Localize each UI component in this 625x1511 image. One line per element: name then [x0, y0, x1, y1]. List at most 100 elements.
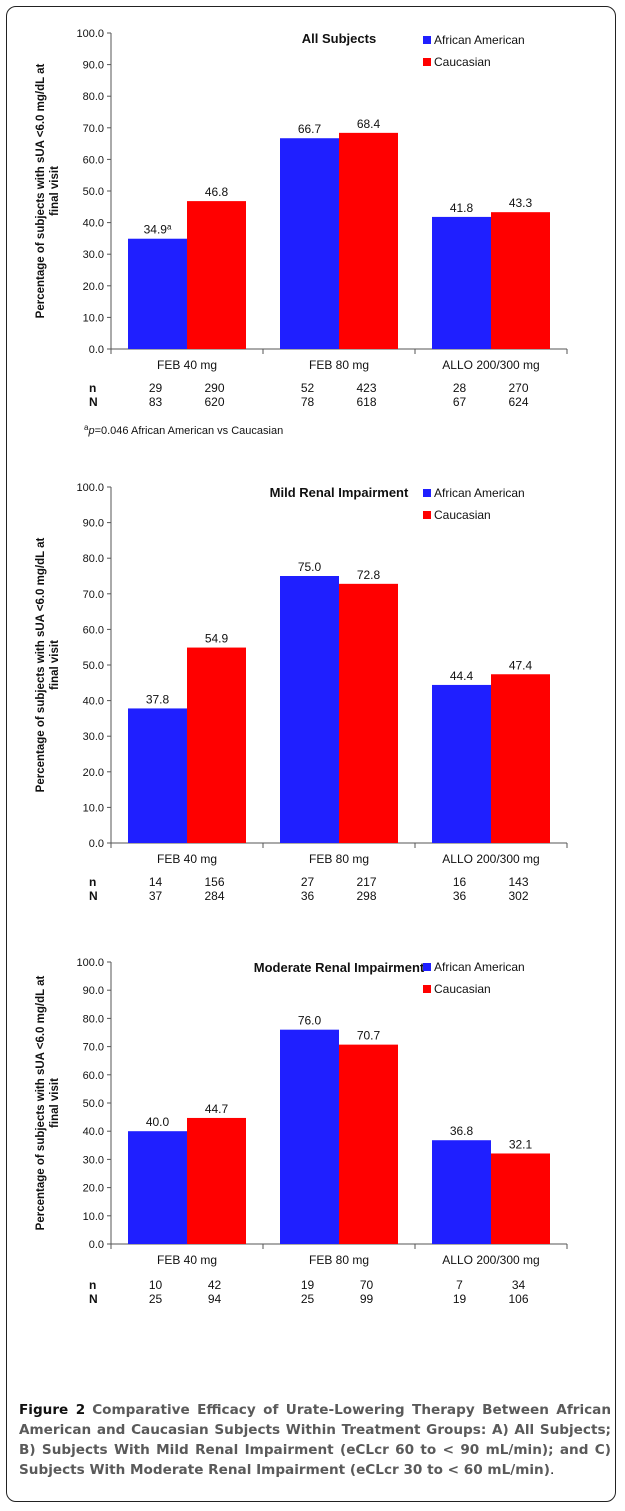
chart-title: Moderate Renal Impairment	[254, 960, 425, 975]
x-tick-label: FEB 40 mg	[157, 358, 217, 372]
data-label: 36.8	[450, 1124, 474, 1138]
chart-title: Mild Renal Impairment	[270, 485, 409, 500]
bar-caucasian	[491, 212, 550, 349]
count-N: 106	[508, 1292, 528, 1306]
chart-title: All Subjects	[302, 31, 376, 46]
y-tick-label: 90.0	[83, 60, 104, 72]
count-N: 67	[453, 395, 467, 409]
count-N: 36	[301, 889, 315, 903]
caption-label: Figure 2	[19, 1402, 86, 1418]
y-axis-label-line2: final visit	[49, 166, 61, 216]
count-n: 217	[356, 875, 376, 889]
count-N: 99	[360, 1292, 374, 1306]
count-n: 7	[456, 1278, 463, 1292]
count-N: 25	[149, 1292, 163, 1306]
x-tick-label: ALLO 200/300 mg	[442, 852, 539, 866]
y-tick-label: 40.0	[83, 696, 104, 708]
legend-swatch	[423, 58, 431, 66]
count-N: 19	[453, 1292, 467, 1306]
y-tick-label: 0.0	[89, 838, 104, 850]
y-tick-label: 30.0	[83, 1154, 104, 1166]
count-N: 83	[149, 395, 163, 409]
bar-caucasian	[339, 132, 398, 349]
data-label: 47.4	[509, 658, 533, 672]
bar-caucasian	[187, 201, 246, 349]
chart-panel-2: 0.0 10.0 20.0 30.0 40.0 50.0 60.0 70.0 80.0 90.0 1…	[35, 482, 568, 903]
count-N: 78	[301, 395, 315, 409]
y-tick-label: 60.0	[83, 154, 104, 166]
legend-entry: African American	[434, 33, 525, 47]
legend-swatch	[423, 985, 431, 993]
data-label: 41.8	[450, 201, 474, 215]
chart-panel-3: 0.0 10.0 20.0 30.0 40.0 50.0 60.0 70.0 80.0 90.0 1…	[35, 957, 568, 1306]
y-tick-label: 60.0	[83, 1070, 104, 1082]
x-tick-label: FEB 80 mg	[309, 1253, 369, 1267]
y-tick-label: 30.0	[83, 249, 104, 261]
count-n: 16	[453, 875, 467, 889]
data-label: 75.0	[298, 560, 322, 574]
figure-caption: Figure 2 Comparative Efficacy of Urate-L…	[19, 1400, 611, 1480]
bar-african-american	[432, 1140, 491, 1244]
count-N: 618	[356, 395, 376, 409]
count-n: 19	[301, 1278, 315, 1292]
count-row-label-N: N	[89, 1292, 98, 1306]
data-label: 40.0	[146, 1115, 170, 1129]
y-tick-label: 90.0	[83, 518, 104, 530]
legend-entry: Caucasian	[434, 982, 491, 996]
footnote-text: =0.046 African American vs Caucasian	[95, 425, 284, 437]
count-n: 10	[149, 1278, 163, 1292]
y-tick-label: 70.0	[83, 1042, 104, 1054]
footnote: ap=0.046 African American vs Caucasian	[84, 423, 283, 437]
footnote-p: p	[87, 425, 94, 437]
y-tick-label: 100.0	[76, 28, 104, 40]
count-N: 620	[204, 395, 224, 409]
data-label-superscript: a	[167, 223, 172, 232]
bar-caucasian	[187, 647, 246, 843]
y-tick-label: 40.0	[83, 1126, 104, 1138]
bar-african-american	[280, 576, 339, 843]
count-N: 36	[453, 889, 467, 903]
count-n: 42	[208, 1278, 222, 1292]
data-label: 37.8	[146, 692, 170, 706]
x-tick-label: FEB 80 mg	[309, 852, 369, 866]
count-n: 14	[149, 875, 163, 889]
y-axis-label-line2: final visit	[49, 640, 61, 690]
count-n: 28	[453, 381, 467, 395]
data-label: 43.3	[509, 196, 533, 210]
count-n: 290	[204, 381, 224, 395]
count-row-label-N: N	[89, 889, 98, 903]
legend-entry: African American	[434, 486, 525, 500]
bar-caucasian	[491, 1153, 550, 1244]
y-axis-label: Percentage of subjects with sUA <6.0 mg/…	[35, 537, 47, 792]
count-n: 270	[508, 381, 528, 395]
y-axis-label: Percentage of subjects with sUA <6.0 mg/…	[35, 63, 47, 318]
y-tick-label: 10.0	[83, 802, 104, 814]
count-N: 94	[208, 1292, 222, 1306]
data-label: 70.7	[357, 1029, 381, 1043]
bar-caucasian	[339, 1044, 398, 1244]
count-n: 423	[356, 381, 376, 395]
legend-swatch	[423, 963, 431, 971]
legend-swatch	[423, 36, 431, 44]
data-label: 66.7	[298, 122, 322, 136]
x-tick-label: FEB 80 mg	[309, 358, 369, 372]
y-tick-label: 30.0	[83, 731, 104, 743]
bar-african-american	[432, 684, 491, 843]
count-n: 34	[512, 1278, 526, 1292]
count-row-label-n: n	[89, 875, 96, 889]
y-axis-label-line2: final visit	[49, 1078, 61, 1128]
count-n: 156	[204, 875, 224, 889]
y-tick-label: 80.0	[83, 91, 104, 103]
data-label: 32.1	[509, 1137, 533, 1151]
bar-african-american	[128, 1131, 187, 1244]
x-tick-label: FEB 40 mg	[157, 1253, 217, 1267]
chart-panel-1: 0.0 10.0 20.0 30.0 40.0 50.0 60.0 70.0 80.0 90.0 1…	[35, 28, 568, 437]
bar-caucasian	[339, 583, 398, 843]
count-N: 302	[508, 889, 528, 903]
count-n: 27	[301, 875, 315, 889]
data-label: 34.9a	[144, 223, 172, 237]
count-N: 37	[149, 889, 163, 903]
count-n: 143	[508, 875, 528, 889]
bar-african-american	[432, 216, 491, 349]
